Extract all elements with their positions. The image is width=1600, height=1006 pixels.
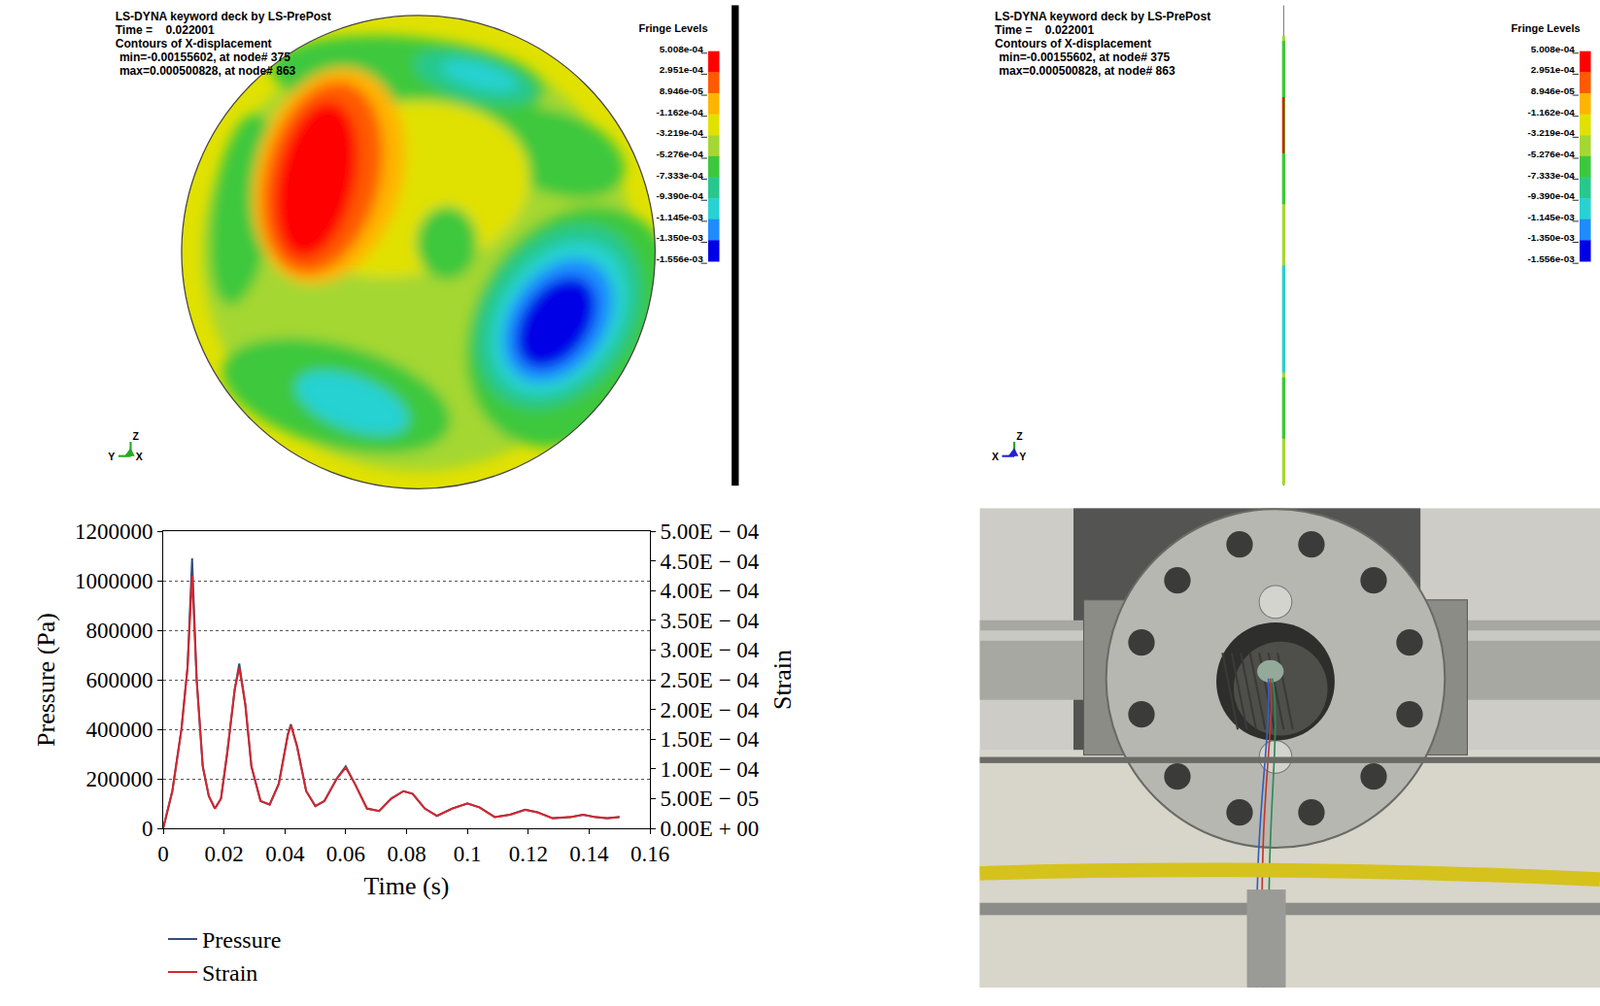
svg-text:-9.390e-04: -9.390e-04 — [1528, 190, 1576, 202]
svg-text:4.50E − 04: 4.50E − 04 — [660, 549, 760, 575]
svg-text:0.1: 0.1 — [453, 842, 482, 867]
svg-text:-1.556e-03: -1.556e-03 — [655, 253, 704, 265]
svg-text:Pressure (Pa): Pressure (Pa) — [32, 612, 61, 748]
svg-text:-3.219e-04: -3.219e-04 — [1528, 127, 1576, 138]
svg-text:Z: Z — [133, 430, 140, 443]
svg-text:X: X — [991, 450, 999, 463]
svg-text:2.00E − 04: 2.00E − 04 — [660, 698, 760, 723]
svg-text:2.50E − 04: 2.50E − 04 — [660, 668, 760, 693]
svg-text:-1.350e-03: -1.350e-03 — [655, 232, 704, 243]
svg-text:-3.219e-04: -3.219e-04 — [655, 127, 704, 138]
svg-text:Time = 0.022001: Time = 0.022001 — [115, 23, 215, 37]
svg-text:5.00E − 04: 5.00E − 04 — [660, 519, 760, 545]
svg-text:1200000: 1200000 — [74, 519, 154, 545]
svg-text:600000: 600000 — [85, 668, 153, 693]
svg-text:Pressure: Pressure — [202, 927, 281, 954]
svg-text:4.00E − 04: 4.00E − 04 — [660, 578, 760, 604]
svg-text:0: 0 — [141, 817, 154, 842]
svg-text:0.12: 0.12 — [509, 842, 548, 867]
svg-text:Contours of X-displacement: Contours of X-displacement — [115, 36, 273, 51]
svg-text:Contours of X-displacement: Contours of X-displacement — [994, 36, 1152, 51]
svg-text:-1.162e-04: -1.162e-04 — [1528, 106, 1576, 118]
svg-text:-1.162e-04: -1.162e-04 — [655, 106, 704, 118]
svg-text:Time (s): Time (s) — [364, 872, 450, 901]
svg-text:min=-0.00155602, at node# 375: min=-0.00155602, at node# 375 — [998, 50, 1170, 65]
svg-text:0.02: 0.02 — [204, 842, 244, 867]
svg-text:2.951e-04: 2.951e-04 — [659, 64, 704, 75]
svg-text:-1.350e-03: -1.350e-03 — [1528, 232, 1576, 243]
svg-text:0.06: 0.06 — [326, 842, 366, 867]
svg-text:2.951e-04: 2.951e-04 — [1531, 64, 1575, 75]
svg-text:5.00E − 05: 5.00E − 05 — [660, 786, 760, 812]
svg-text:Y: Y — [107, 450, 115, 463]
svg-text:LS-DYNA keyword deck by LS-Pre: LS-DYNA keyword deck by LS-PrePost — [994, 9, 1211, 24]
svg-text:-7.333e-04: -7.333e-04 — [655, 170, 704, 181]
svg-text:-1.145e-03: -1.145e-03 — [655, 211, 704, 223]
svg-text:1000000: 1000000 — [74, 569, 154, 594]
svg-text:1.00E − 04: 1.00E − 04 — [660, 757, 760, 783]
svg-text:3.50E − 04: 3.50E − 04 — [660, 609, 760, 634]
svg-text:Fringe Levels: Fringe Levels — [639, 22, 709, 35]
svg-text:400000: 400000 — [85, 717, 153, 743]
svg-text:0: 0 — [157, 842, 170, 867]
svg-text:LS-DYNA keyword deck by LS-Pre: LS-DYNA keyword deck by LS-PrePost — [115, 9, 332, 24]
svg-text:-9.390e-04: -9.390e-04 — [655, 190, 704, 202]
svg-text:Strain: Strain — [768, 649, 797, 711]
svg-text:0.16: 0.16 — [630, 842, 670, 867]
svg-text:-5.276e-04: -5.276e-04 — [1528, 148, 1576, 160]
svg-text:3.00E − 04: 3.00E − 04 — [660, 638, 760, 663]
svg-text:0.14: 0.14 — [569, 842, 610, 867]
svg-text:0.08: 0.08 — [386, 842, 426, 867]
svg-text:min=-0.00155602, at node# 375: min=-0.00155602, at node# 375 — [119, 50, 291, 65]
svg-text:5.008e-04: 5.008e-04 — [1531, 43, 1575, 55]
svg-text:0.04: 0.04 — [265, 842, 306, 867]
svg-text:800000: 800000 — [85, 618, 153, 644]
svg-text:Y: Y — [1019, 450, 1026, 463]
svg-text:8.946e-05: 8.946e-05 — [1531, 85, 1575, 97]
svg-text:0.00E + 00: 0.00E + 00 — [660, 817, 760, 842]
svg-text:max=0.000500828, at node# 863: max=0.000500828, at node# 863 — [119, 64, 297, 78]
svg-text:Time = 0.022001: Time = 0.022001 — [994, 23, 1094, 37]
svg-text:8.946e-05: 8.946e-05 — [659, 85, 704, 97]
svg-text:Z: Z — [1016, 430, 1023, 443]
svg-text:200000: 200000 — [85, 767, 153, 792]
svg-text:max=0.000500828, at node# 863: max=0.000500828, at node# 863 — [998, 64, 1176, 78]
svg-text:-7.333e-04: -7.333e-04 — [1528, 170, 1576, 181]
svg-text:X: X — [136, 450, 143, 463]
svg-text:5.008e-04: 5.008e-04 — [659, 43, 704, 55]
svg-text:1.50E − 04: 1.50E − 04 — [660, 727, 760, 752]
svg-text:-5.276e-04: -5.276e-04 — [655, 148, 704, 160]
svg-text:Fringe Levels: Fringe Levels — [1511, 22, 1581, 35]
svg-text:-1.556e-03: -1.556e-03 — [1528, 253, 1576, 265]
svg-text:Strain: Strain — [202, 960, 258, 987]
svg-text:-1.145e-03: -1.145e-03 — [1528, 211, 1576, 223]
